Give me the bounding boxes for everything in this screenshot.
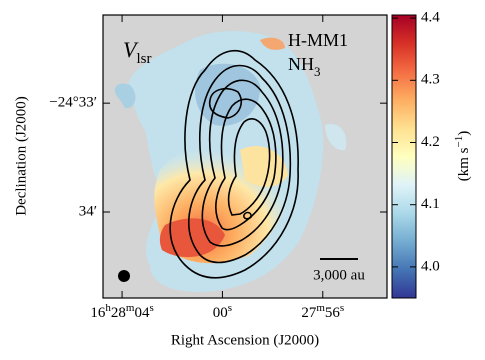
- colorbar-tick-label: 4.3: [421, 72, 440, 88]
- quantity-label: Vlsr: [123, 37, 151, 67]
- colorbar-tick-label: 4.1: [421, 196, 440, 212]
- source-label: H-MM1: [288, 30, 348, 50]
- colorbar-tick-label: 4.4: [421, 10, 440, 26]
- x-axis-label: Right Ascension (J2000): [171, 332, 319, 348]
- colorbar-label: (km s−1): [453, 131, 473, 181]
- x-tick-label: 27m56s: [301, 302, 344, 322]
- velocity-map: [114, 31, 347, 292]
- scale-bar-label: 3,000 au: [313, 267, 365, 283]
- x-tick-label: 16h28m04s: [90, 302, 153, 322]
- colorbar: [391, 14, 417, 299]
- plot-frame: [102, 14, 388, 299]
- y-tick-label: −24°33′: [49, 95, 97, 111]
- colorbar-tick-label: 4.0: [421, 258, 440, 274]
- y-tick-label: 34′: [79, 203, 97, 219]
- y-axis-label: Declination (J2000): [13, 96, 29, 216]
- beam: [118, 270, 130, 282]
- colorbar-tick-label: 4.2: [421, 134, 440, 150]
- line-label: NH3: [288, 54, 321, 79]
- x-tick-label: 00s: [213, 302, 232, 322]
- contours: [169, 49, 299, 279]
